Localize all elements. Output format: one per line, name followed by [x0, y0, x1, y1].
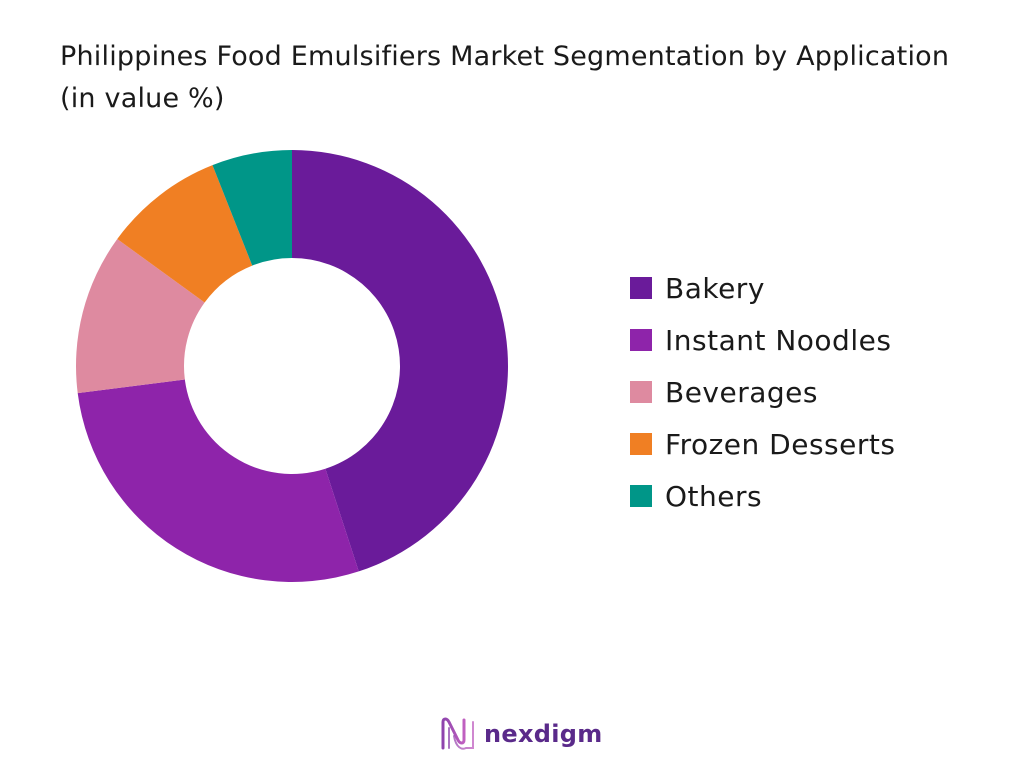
- legend-swatch: [630, 485, 652, 507]
- legend-label: Instant Noodles: [665, 323, 892, 357]
- donut-slices: [76, 150, 509, 583]
- donut-slice-instant-noodles: [77, 379, 359, 583]
- legend-swatch: [630, 433, 652, 455]
- donut-slice-frozen-desserts: [117, 165, 253, 303]
- legend-item-others: Others: [630, 470, 895, 522]
- brand-logo: nexdigm: [440, 714, 603, 754]
- donut-slice-bakery: [292, 150, 509, 572]
- chart-title: Philippines Food Emulsifiers Market Segm…: [60, 41, 950, 114]
- chart-legend: Bakery Instant Noodles Beverages Frozen …: [630, 262, 895, 522]
- legend-swatch: [630, 381, 652, 403]
- legend-label: Beverages: [665, 375, 818, 409]
- legend-swatch: [630, 277, 652, 299]
- donut-slice-others: [212, 150, 292, 266]
- legend-item-beverages: Beverages: [630, 366, 895, 418]
- brand-name: nexdigm: [484, 720, 603, 748]
- legend-item-bakery: Bakery: [630, 262, 895, 314]
- donut-slice-beverages: [76, 239, 205, 394]
- legend-label: Others: [665, 479, 763, 513]
- legend-label: Frozen Desserts: [665, 427, 896, 461]
- nexdigm-wave-icon: [441, 717, 474, 750]
- legend-label: Bakery: [665, 271, 765, 305]
- legend-item-instant-noodles: Instant Noodles: [630, 314, 895, 366]
- legend-swatch: [630, 329, 652, 351]
- legend-item-frozen-desserts: Frozen Desserts: [630, 418, 895, 470]
